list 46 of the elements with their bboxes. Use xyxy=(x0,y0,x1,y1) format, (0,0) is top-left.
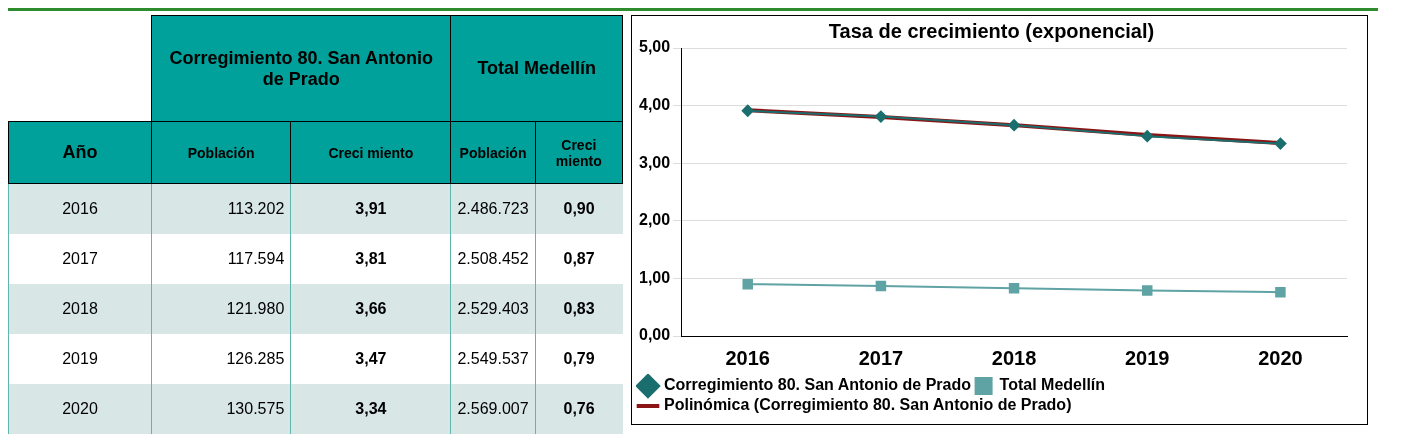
legend-label: Polinómica (Corregimiento 80. San Antonio de Prado) xyxy=(664,396,1072,414)
data-label: 0,83 xyxy=(535,284,623,334)
y-tick-label: 0,00 xyxy=(639,326,671,344)
data-label: 3,47 xyxy=(290,334,451,384)
data-label: 0,87 xyxy=(535,234,623,284)
data-label: 2.569.007 xyxy=(450,384,536,434)
data-label: 3,81 xyxy=(290,234,451,284)
data-label: 113.202 xyxy=(151,183,291,234)
y-tick-label: 3,00 xyxy=(639,153,671,171)
x-tick-label: 2018 xyxy=(991,346,1037,369)
data-label: 2.486.723 xyxy=(450,183,536,234)
y-axis-title: Año xyxy=(8,121,152,184)
x-tick-label: Creci miento xyxy=(535,121,623,184)
y-tick-label: 2020 xyxy=(8,384,152,434)
data-label: 3,34 xyxy=(290,384,451,434)
chart-title: Tasa de crecimiento (exponencial) xyxy=(828,19,1155,42)
data-label: 126.285 xyxy=(151,334,291,384)
y-tick-label: 2018 xyxy=(8,284,152,334)
x-tick-label: Población xyxy=(450,121,536,184)
y-tick-label: 2016 xyxy=(8,183,152,234)
text: Total Medellín xyxy=(450,15,623,122)
y-tick-label: 2,00 xyxy=(639,211,671,229)
y-tick-label: 1,00 xyxy=(639,268,671,286)
data-label: 2.549.537 xyxy=(450,334,536,384)
data-label: 0,76 xyxy=(535,384,623,434)
data-label: 0,90 xyxy=(535,183,623,234)
data-label: 2.508.452 xyxy=(450,234,536,284)
data-label: 130.575 xyxy=(151,384,291,434)
y-tick-label: 4,00 xyxy=(639,96,671,114)
x-tick-label: Creci miento xyxy=(290,121,451,184)
data-label: 0,79 xyxy=(535,334,623,384)
data-label: 2.529.403 xyxy=(450,284,536,334)
legend-label: Corregimiento 80. San Antonio de Prado xyxy=(664,376,972,394)
y-tick-label: 5,00 xyxy=(639,38,671,56)
x-tick-label: 2016 xyxy=(725,346,770,369)
text: Corregimiento 80. San Antonio de Prado xyxy=(151,15,451,122)
data-label: 3,66 xyxy=(290,284,451,334)
x-tick-label: 2019 xyxy=(1124,346,1170,369)
data-label: 3,91 xyxy=(290,183,451,234)
legend-label: Total Medellín xyxy=(999,376,1106,394)
x-tick-label: Población xyxy=(151,121,291,184)
y-tick-label: 2017 xyxy=(8,234,152,284)
data-label: 121.980 xyxy=(151,284,291,334)
x-tick-label: 2020 xyxy=(1258,346,1303,369)
x-tick-label: 2017 xyxy=(858,346,904,369)
data-label: 117.594 xyxy=(151,234,291,284)
